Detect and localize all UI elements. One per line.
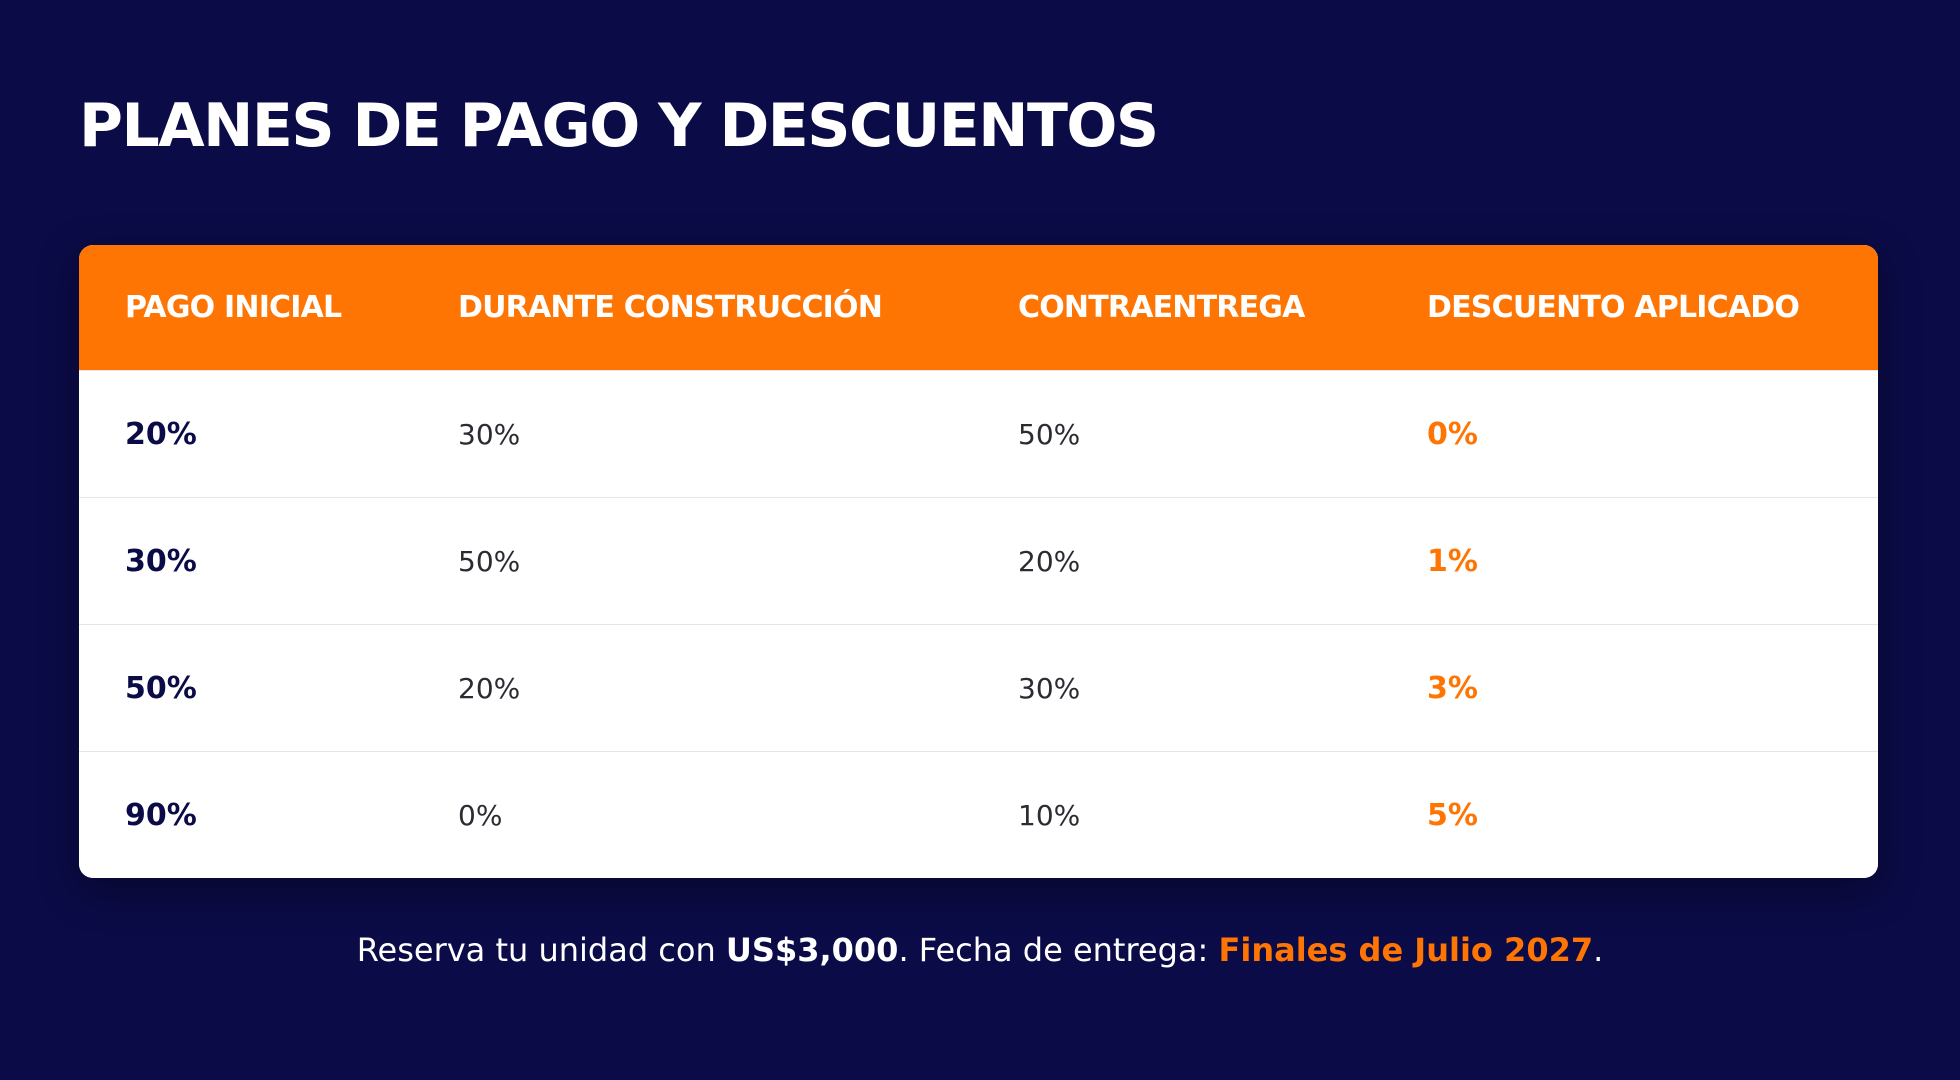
delivery-date-label: . Fecha de entrega:: [898, 931, 1219, 969]
initial-payment-cell: 50%: [125, 670, 197, 706]
delivery-payment-cell: 30%: [1018, 671, 1081, 705]
header-initial-payment: PAGO INICIAL: [125, 290, 342, 325]
header-during-construction: DURANTE CONSTRUCCIÓN: [458, 290, 883, 325]
page-title: PLANES DE PAGO Y DESCUENTOS: [79, 91, 1159, 161]
header-discount-applied: DESCUENTO APLICADO: [1427, 290, 1800, 325]
table-row: 50% 20% 30% 3%: [79, 624, 1878, 751]
discount-cell: 3%: [1427, 670, 1478, 706]
initial-payment-cell: 30%: [125, 543, 197, 579]
initial-payment-cell: 20%: [125, 416, 197, 452]
delivery-payment-cell: 10%: [1018, 798, 1081, 832]
delivery-payment-cell: 20%: [1018, 544, 1081, 578]
reservation-amount: US$3,000: [725, 931, 899, 969]
reservation-suffix: .: [1593, 931, 1604, 969]
table-row: 30% 50% 20% 1%: [79, 497, 1878, 624]
reservation-note: Reserva tu unidad con US$3,000. Fecha de…: [0, 925, 1960, 975]
construction-payment-cell: 30%: [458, 417, 521, 451]
table-row: 90% 0% 10% 5%: [79, 751, 1878, 878]
discount-cell: 1%: [1427, 543, 1478, 579]
construction-payment-cell: 50%: [458, 544, 521, 578]
reservation-prefix: Reserva tu unidad con: [356, 931, 726, 969]
table-header-row: PAGO INICIAL DURANTE CONSTRUCCIÓN CONTRA…: [79, 245, 1878, 370]
initial-payment-cell: 90%: [125, 797, 197, 833]
payment-plans-table: PAGO INICIAL DURANTE CONSTRUCCIÓN CONTRA…: [79, 245, 1878, 878]
construction-payment-cell: 0%: [458, 798, 503, 832]
delivery-payment-cell: 50%: [1018, 417, 1081, 451]
construction-payment-cell: 20%: [458, 671, 521, 705]
discount-cell: 0%: [1427, 416, 1478, 452]
table-row: 20% 30% 50% 0%: [79, 370, 1878, 497]
discount-cell: 5%: [1427, 797, 1478, 833]
header-on-delivery: CONTRAENTREGA: [1018, 290, 1305, 325]
delivery-date: Finales de Julio 2027: [1218, 931, 1594, 969]
